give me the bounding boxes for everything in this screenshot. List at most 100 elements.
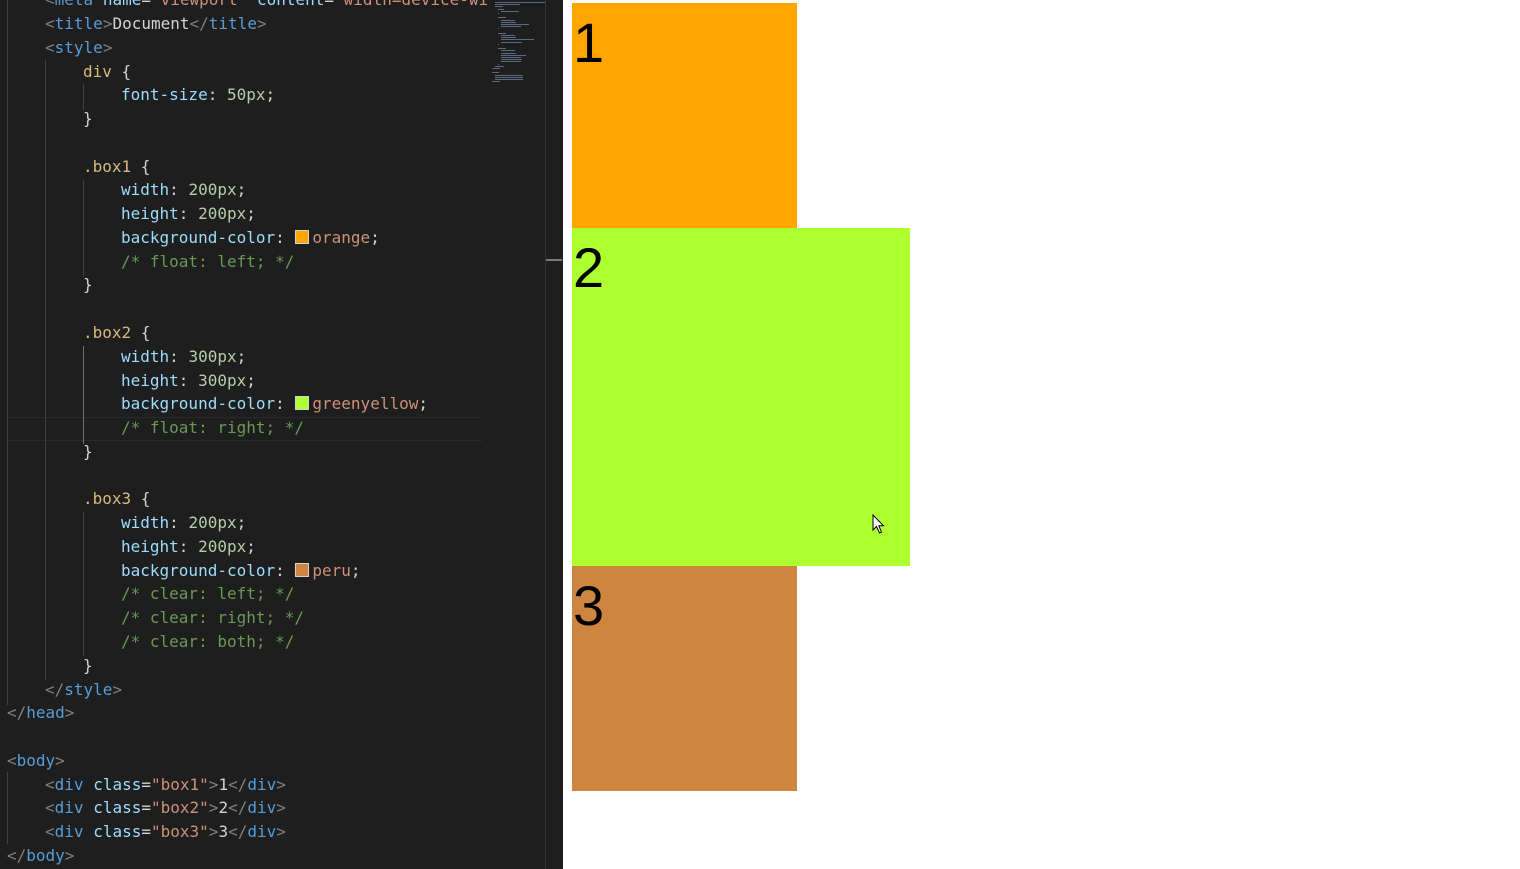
code-token: { — [111, 61, 132, 81]
code-token: .box2 — [83, 323, 132, 342]
minimap-line — [495, 2, 545, 3]
minimap-line — [501, 10, 519, 12]
code-token: </ — [228, 798, 248, 818]
minimap-line — [498, 63, 500, 65]
code-token: title — [54, 14, 103, 33]
code-token: width — [121, 346, 170, 366]
code-line: background-color: peru; — [121, 559, 361, 583]
code-token: < — [45, 774, 55, 794]
minimap-line — [501, 59, 522, 61]
code-line: background-color: greenyellow; — [121, 392, 428, 416]
code-token: > — [102, 37, 113, 57]
scrollbar[interactable] — [545, 0, 563, 869]
code-line: <meta name="viewport" content="width=dev… — [45, 0, 488, 12]
code-token: </ — [228, 822, 248, 842]
minimap-line — [501, 61, 521, 63]
minimap-line — [501, 39, 534, 41]
code-token: name — [103, 0, 142, 9]
code-token: { — [131, 323, 151, 342]
code-token: height — [121, 370, 179, 390]
code-token: greenyellow — [312, 394, 419, 414]
code-token: = — [141, 822, 151, 842]
code-token: "box1" — [151, 774, 209, 794]
code-token: body — [16, 750, 56, 770]
code-token: peru — [312, 560, 351, 580]
code-line: <div class="box1">1</div> — [45, 773, 286, 797]
code-token: div — [54, 774, 84, 794]
minimap-line — [501, 50, 516, 52]
code-token: "width=device-wi — [334, 0, 488, 9]
minimap-line — [495, 4, 521, 6]
code-line: /* float: right; */ — [121, 416, 304, 440]
code-token: .box1 — [83, 156, 132, 176]
code-token: { — [131, 489, 151, 509]
code-token: 2 — [218, 798, 229, 818]
minimap-line — [501, 37, 517, 39]
code-token: background-color — [121, 227, 276, 247]
code-token: /* clear: right; */ — [121, 608, 305, 628]
minimap-line — [501, 54, 527, 56]
code-token: > — [208, 822, 219, 842]
code-line: div { — [83, 60, 131, 84]
code-token: : — [169, 180, 189, 200]
code-token: ; — [246, 370, 256, 390]
code-token: : — [178, 536, 199, 556]
minimap-line — [501, 21, 517, 23]
code-token: /* float: left; */ — [121, 251, 295, 271]
code-token: .box3 — [83, 489, 132, 509]
code-token: 3 — [218, 822, 229, 842]
code-line: <title>Document</title> — [45, 12, 267, 36]
minimap-line — [498, 13, 500, 14]
code-token: "viewport" — [151, 0, 247, 9]
code-token: 200px — [188, 180, 237, 200]
minimap-line — [495, 76, 523, 78]
code-line: /* clear: left; */ — [121, 582, 294, 606]
code-token: > — [102, 14, 113, 33]
code-token: "box2" — [151, 798, 209, 818]
code-token: ; — [350, 560, 361, 580]
code-token: div — [247, 774, 277, 794]
code-token: = — [141, 774, 151, 794]
code-editor[interactable]: <meta name="viewport" content="width=dev… — [0, 0, 563, 869]
code-line: height: 200px; — [121, 535, 256, 559]
code-token: < — [45, 822, 55, 842]
code-token: </ — [228, 774, 248, 794]
minimap-line — [501, 35, 516, 36]
code-token: height — [121, 536, 179, 556]
code-token: div — [247, 798, 277, 818]
code-line: width: 200px; — [121, 178, 246, 202]
minimap-line — [501, 57, 521, 58]
minimap-line — [492, 81, 500, 83]
code-token: 200px — [188, 513, 237, 533]
code-line: <body> — [7, 749, 65, 773]
float-box: 1 — [572, 3, 797, 228]
code-token: 1 — [218, 774, 229, 794]
minimap-line — [501, 19, 516, 21]
code-token: style — [54, 37, 103, 57]
code-token: ; — [246, 536, 256, 556]
code-line: </head> — [7, 701, 74, 725]
code-token: ; — [265, 85, 276, 105]
code-line: } — [83, 654, 93, 678]
code-token: width — [121, 180, 170, 200]
code-line: <div class="box3">3</div> — [45, 820, 286, 844]
current-line-highlight — [7, 417, 482, 441]
code-token: style — [64, 679, 113, 699]
minimap-line — [492, 72, 499, 74]
code-token: content — [257, 0, 324, 9]
code-token: height — [121, 204, 179, 224]
indent-guide — [7, 772, 8, 844]
code-token: > — [276, 798, 286, 818]
code-token: ; — [418, 394, 428, 414]
code-token: > — [208, 798, 219, 818]
minimap-line — [501, 52, 517, 54]
code-token: font-size — [121, 85, 208, 105]
minimap[interactable] — [492, 0, 546, 90]
code-token: > — [55, 750, 65, 770]
code-token: orange — [312, 227, 371, 247]
indent-guide — [83, 180, 84, 276]
code-line: </body> — [7, 844, 74, 868]
code-token: > — [276, 822, 286, 842]
minimap-line — [498, 43, 500, 45]
